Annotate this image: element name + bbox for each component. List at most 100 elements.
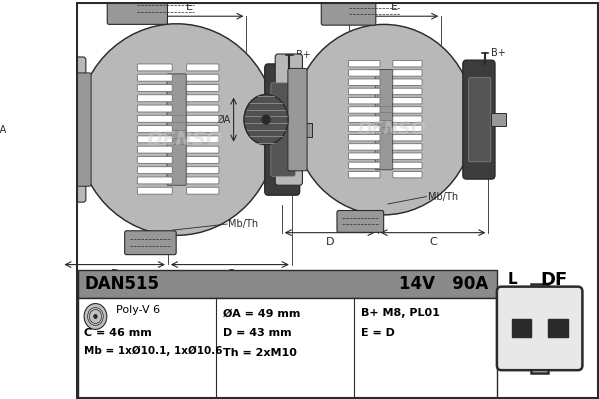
FancyBboxPatch shape: [125, 231, 176, 255]
FancyBboxPatch shape: [349, 70, 380, 76]
FancyBboxPatch shape: [187, 136, 219, 143]
FancyBboxPatch shape: [137, 74, 173, 81]
FancyBboxPatch shape: [349, 107, 380, 113]
Ellipse shape: [244, 95, 288, 145]
Bar: [492, 113, 506, 126]
Bar: [60, 124, 70, 134]
Text: DF: DF: [540, 271, 567, 289]
FancyBboxPatch shape: [187, 105, 219, 112]
Bar: [548, 320, 568, 338]
FancyBboxPatch shape: [393, 97, 422, 104]
FancyBboxPatch shape: [393, 107, 422, 113]
Text: C = 46 mm: C = 46 mm: [84, 328, 152, 338]
Ellipse shape: [76, 24, 277, 235]
Text: L: L: [508, 272, 518, 287]
Ellipse shape: [41, 124, 50, 134]
Text: Th = 2xM10: Th = 2xM10: [223, 348, 297, 358]
FancyBboxPatch shape: [107, 0, 168, 24]
Text: DAN515: DAN515: [84, 275, 159, 293]
FancyBboxPatch shape: [137, 156, 173, 163]
Text: ØA: ØA: [0, 124, 7, 134]
Bar: [531, 363, 548, 373]
FancyBboxPatch shape: [137, 177, 173, 184]
FancyBboxPatch shape: [349, 79, 380, 85]
FancyBboxPatch shape: [497, 286, 582, 370]
FancyBboxPatch shape: [393, 79, 422, 85]
FancyBboxPatch shape: [468, 77, 491, 162]
FancyBboxPatch shape: [393, 134, 422, 141]
Bar: [512, 320, 531, 338]
Ellipse shape: [294, 24, 474, 215]
Bar: [296, 122, 312, 136]
FancyBboxPatch shape: [187, 115, 219, 122]
FancyBboxPatch shape: [187, 95, 219, 102]
FancyBboxPatch shape: [393, 61, 422, 67]
FancyBboxPatch shape: [393, 144, 422, 150]
FancyBboxPatch shape: [393, 153, 422, 159]
Text: C: C: [429, 237, 437, 247]
Text: B+: B+: [491, 48, 506, 58]
FancyBboxPatch shape: [70, 73, 91, 186]
Text: DENSO: DENSO: [358, 120, 426, 138]
FancyBboxPatch shape: [393, 88, 422, 95]
FancyBboxPatch shape: [463, 60, 495, 179]
Text: D = 43 mm: D = 43 mm: [223, 328, 292, 338]
FancyBboxPatch shape: [137, 167, 173, 174]
Text: B+ M8, PL01: B+ M8, PL01: [361, 308, 440, 318]
FancyBboxPatch shape: [349, 88, 380, 95]
Ellipse shape: [22, 102, 70, 157]
FancyBboxPatch shape: [187, 156, 219, 163]
Text: C: C: [226, 269, 234, 279]
Text: Mb = 1xØ10.1, 1xØ10.6: Mb = 1xØ10.1, 1xØ10.6: [84, 346, 223, 356]
Bar: [531, 284, 548, 294]
FancyBboxPatch shape: [187, 126, 219, 132]
Text: 14V   90A: 14V 90A: [399, 275, 488, 293]
Bar: [78, 298, 497, 399]
FancyBboxPatch shape: [337, 211, 384, 232]
FancyBboxPatch shape: [137, 136, 173, 143]
FancyBboxPatch shape: [187, 146, 219, 153]
FancyBboxPatch shape: [187, 177, 219, 184]
FancyBboxPatch shape: [288, 68, 307, 171]
Text: DENSO: DENSO: [147, 130, 223, 149]
Text: E: E: [186, 2, 193, 12]
FancyBboxPatch shape: [137, 146, 173, 153]
Text: D: D: [110, 269, 119, 279]
Text: Poly-V 6: Poly-V 6: [116, 304, 160, 314]
FancyBboxPatch shape: [393, 70, 422, 76]
FancyBboxPatch shape: [349, 162, 380, 169]
Text: Mb/Th: Mb/Th: [228, 219, 258, 229]
FancyBboxPatch shape: [393, 172, 422, 178]
Ellipse shape: [84, 304, 107, 330]
FancyBboxPatch shape: [137, 126, 173, 132]
FancyBboxPatch shape: [349, 172, 380, 178]
FancyBboxPatch shape: [187, 64, 219, 71]
Text: Mb/Th: Mb/Th: [428, 192, 458, 201]
FancyBboxPatch shape: [275, 54, 302, 185]
Text: B+: B+: [296, 50, 311, 60]
FancyBboxPatch shape: [137, 115, 173, 122]
FancyBboxPatch shape: [349, 97, 380, 104]
Bar: [279, 115, 288, 124]
FancyBboxPatch shape: [349, 153, 380, 159]
FancyBboxPatch shape: [137, 105, 173, 112]
Bar: [78, 270, 497, 298]
FancyBboxPatch shape: [187, 187, 219, 194]
FancyBboxPatch shape: [167, 74, 186, 185]
Ellipse shape: [93, 314, 98, 319]
FancyBboxPatch shape: [187, 85, 219, 91]
FancyBboxPatch shape: [137, 85, 173, 91]
Ellipse shape: [262, 115, 270, 124]
Text: ØA = 49 mm: ØA = 49 mm: [223, 308, 300, 318]
FancyBboxPatch shape: [187, 167, 219, 174]
Text: D: D: [325, 237, 334, 247]
FancyBboxPatch shape: [375, 69, 392, 170]
FancyBboxPatch shape: [349, 144, 380, 150]
FancyBboxPatch shape: [393, 162, 422, 169]
FancyBboxPatch shape: [349, 125, 380, 132]
Text: E = D: E = D: [361, 328, 395, 338]
FancyBboxPatch shape: [349, 116, 380, 122]
FancyBboxPatch shape: [393, 116, 422, 122]
FancyBboxPatch shape: [349, 134, 380, 141]
FancyBboxPatch shape: [265, 64, 300, 195]
